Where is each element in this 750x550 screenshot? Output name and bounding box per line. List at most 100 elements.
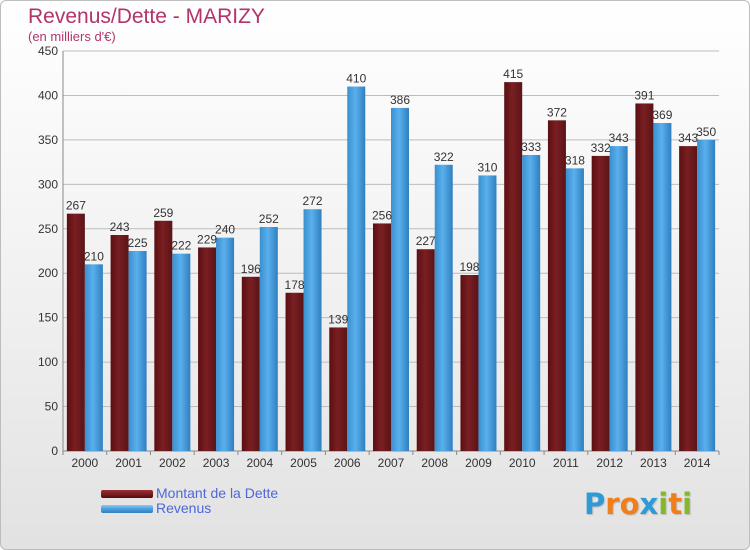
bar-dette (329, 327, 348, 451)
logo-letter: P (584, 487, 606, 521)
x-tick-label: 2011 (553, 456, 579, 470)
chart-title: Revenus/Dette - MARIZY (28, 5, 265, 28)
value-label-dette: 243 (110, 220, 130, 234)
x-tick-label: 2005 (290, 456, 317, 470)
logo-letter: t (668, 487, 683, 521)
bar-dette (241, 276, 260, 451)
value-label-dette: 391 (634, 88, 654, 102)
value-label-dette: 139 (328, 312, 348, 326)
bars (66, 82, 716, 452)
x-tick-label: 2006 (334, 456, 361, 470)
value-label-dette: 372 (547, 105, 567, 119)
bar-revenus (128, 251, 147, 451)
legend-swatch-dette (101, 490, 153, 498)
y-tick-label: 0 (51, 444, 58, 458)
value-label-dette: 256 (372, 208, 392, 222)
logo-letter: i (658, 487, 669, 521)
y-tick-label: 450 (38, 44, 58, 58)
logo-letter: x (639, 487, 659, 521)
bar-revenus (391, 107, 409, 451)
bar-revenus (478, 175, 497, 451)
bar-dette (504, 82, 523, 451)
x-tick-label: 2008 (421, 456, 448, 470)
bar-dette (110, 235, 129, 451)
y-tick-label: 350 (38, 133, 58, 147)
bar-revenus (172, 253, 191, 451)
bar-revenus (216, 237, 235, 451)
x-tick-label: 2000 (72, 456, 99, 470)
y-tick-label: 50 (45, 400, 59, 414)
value-label-dette: 415 (503, 67, 523, 81)
bar-dette (679, 146, 698, 451)
value-label-dette: 178 (285, 278, 305, 292)
value-label-dette: 196 (241, 262, 261, 276)
value-label-revenus: 322 (434, 150, 454, 164)
logo-letter: i (682, 487, 693, 521)
bar-dette (198, 247, 217, 451)
value-label-dette: 343 (678, 131, 698, 145)
bar-dette (154, 220, 173, 451)
value-label-revenus: 410 (346, 72, 366, 86)
x-tick-label: 2007 (378, 456, 405, 470)
value-label-dette: 198 (459, 260, 479, 274)
bar-revenus (434, 164, 453, 451)
logo-letter: o (619, 487, 640, 521)
bar-revenus (565, 168, 584, 452)
bar-revenus (697, 139, 716, 451)
value-label-dette: 267 (66, 199, 86, 213)
chart-subtitle: (en milliers d'€) (28, 29, 116, 44)
value-label-revenus: 333 (521, 140, 541, 154)
value-label-revenus: 350 (696, 125, 716, 139)
legend-label-dette: Montant de la Dette (156, 485, 279, 501)
value-label-revenus: 318 (565, 153, 585, 167)
value-label-revenus: 222 (171, 239, 191, 253)
bar-dette (66, 213, 85, 451)
value-label-revenus: 252 (259, 212, 279, 226)
bar-dette (635, 103, 654, 451)
y-tick-label: 100 (38, 355, 58, 369)
x-tick-label: 2002 (159, 456, 186, 470)
value-label-dette: 227 (416, 234, 436, 248)
value-label-revenus: 225 (128, 236, 148, 250)
value-label-dette: 229 (197, 232, 217, 246)
x-tick-label: 2012 (596, 456, 623, 470)
legend-label-revenus: Revenus (156, 500, 212, 516)
logo-letter: r (605, 487, 620, 521)
y-tick-label: 200 (38, 266, 58, 280)
bar-dette (591, 155, 610, 451)
x-tick-label: 2014 (684, 456, 711, 470)
legend-swatch-revenus (101, 505, 153, 513)
x-tick-label: 2010 (509, 456, 536, 470)
bar-dette (416, 249, 435, 451)
bar-dette (460, 275, 479, 451)
y-tick-label: 300 (38, 177, 58, 191)
y-tick-label: 250 (38, 222, 58, 236)
x-tick-label: 2013 (640, 456, 667, 470)
value-label-revenus: 369 (652, 108, 672, 122)
bar-revenus (522, 155, 541, 451)
bar-revenus (84, 264, 103, 451)
bar-revenus (653, 123, 672, 451)
bar-dette (373, 223, 391, 451)
value-label-revenus: 386 (390, 93, 410, 107)
bar-dette (547, 120, 566, 451)
value-label-revenus: 210 (84, 249, 104, 263)
value-label-revenus: 310 (477, 160, 497, 174)
value-label-revenus: 343 (609, 131, 629, 145)
bar-revenus (259, 227, 278, 451)
y-tick-label: 400 (38, 88, 58, 102)
bar-revenus (609, 146, 628, 451)
x-tick-label: 2001 (115, 456, 142, 470)
x-tick-label: 2004 (246, 456, 273, 470)
bar-revenus (347, 86, 366, 452)
bar-revenus (303, 209, 322, 451)
value-label-dette: 332 (591, 141, 611, 155)
proxiti-logo: Proxiti (584, 487, 692, 521)
value-label-dette: 259 (153, 206, 173, 220)
value-label-revenus: 272 (303, 194, 323, 208)
bar-dette (285, 292, 304, 451)
x-tick-label: 2003 (203, 456, 230, 470)
